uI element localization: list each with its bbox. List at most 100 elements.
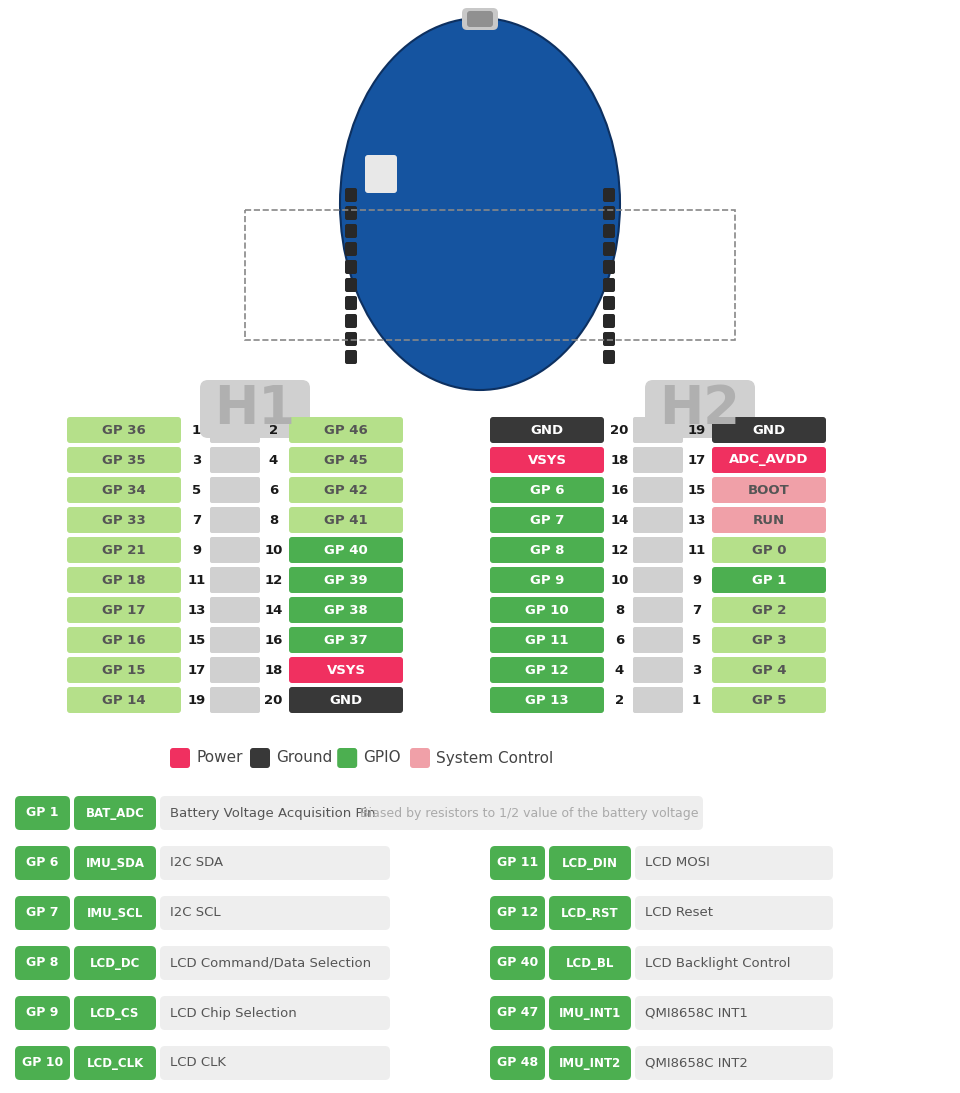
Text: GP 2: GP 2	[752, 603, 786, 616]
FancyBboxPatch shape	[210, 687, 260, 713]
FancyBboxPatch shape	[289, 687, 403, 713]
FancyBboxPatch shape	[345, 188, 357, 202]
FancyBboxPatch shape	[633, 477, 683, 503]
Text: 1: 1	[192, 423, 201, 436]
Text: GND: GND	[531, 423, 564, 436]
FancyBboxPatch shape	[633, 447, 683, 473]
FancyBboxPatch shape	[549, 896, 631, 930]
Text: GP 47: GP 47	[497, 1007, 539, 1020]
FancyBboxPatch shape	[603, 188, 615, 202]
Text: 19: 19	[687, 423, 706, 436]
FancyBboxPatch shape	[210, 418, 260, 443]
Text: GP 12: GP 12	[497, 906, 539, 919]
FancyBboxPatch shape	[490, 687, 604, 713]
Text: 12: 12	[611, 543, 629, 556]
Text: GP 0: GP 0	[752, 543, 786, 556]
FancyBboxPatch shape	[603, 332, 615, 346]
Text: 6: 6	[614, 634, 624, 646]
FancyBboxPatch shape	[712, 687, 826, 713]
Text: 20: 20	[611, 423, 629, 436]
Text: LCD_BL: LCD_BL	[565, 956, 614, 969]
Text: ADC_AVDD: ADC_AVDD	[730, 454, 808, 467]
Text: GP 39: GP 39	[324, 574, 368, 587]
FancyBboxPatch shape	[200, 380, 310, 438]
Text: GP 8: GP 8	[530, 543, 564, 556]
FancyBboxPatch shape	[289, 447, 403, 473]
Text: GP 34: GP 34	[102, 483, 146, 496]
FancyBboxPatch shape	[549, 947, 631, 980]
FancyBboxPatch shape	[345, 260, 357, 274]
Text: GP 46: GP 46	[324, 423, 368, 436]
Text: GP 36: GP 36	[102, 423, 146, 436]
Text: 19: 19	[187, 693, 205, 706]
FancyBboxPatch shape	[170, 748, 190, 768]
FancyBboxPatch shape	[549, 846, 631, 880]
FancyBboxPatch shape	[210, 507, 260, 533]
Text: GP 18: GP 18	[102, 574, 146, 587]
FancyBboxPatch shape	[67, 657, 181, 683]
FancyBboxPatch shape	[289, 537, 403, 563]
Text: GP 4: GP 4	[752, 663, 786, 677]
FancyBboxPatch shape	[67, 567, 181, 593]
FancyBboxPatch shape	[712, 657, 826, 683]
Text: 2: 2	[615, 693, 624, 706]
FancyBboxPatch shape	[490, 567, 604, 593]
Text: QMI8658C INT1: QMI8658C INT1	[645, 1007, 748, 1020]
Text: 18: 18	[611, 454, 629, 467]
Text: IMU_SCL: IMU_SCL	[86, 906, 143, 919]
Text: GP 5: GP 5	[752, 693, 786, 706]
Text: 14: 14	[611, 514, 629, 527]
Text: 5: 5	[192, 483, 201, 496]
FancyBboxPatch shape	[210, 477, 260, 503]
FancyBboxPatch shape	[210, 657, 260, 683]
Text: IMU_INT1: IMU_INT1	[559, 1007, 621, 1020]
Text: GP 21: GP 21	[103, 543, 146, 556]
Text: BOOT: BOOT	[748, 483, 790, 496]
FancyBboxPatch shape	[67, 507, 181, 533]
FancyBboxPatch shape	[160, 896, 390, 930]
FancyBboxPatch shape	[289, 418, 403, 443]
FancyBboxPatch shape	[712, 567, 826, 593]
FancyBboxPatch shape	[603, 314, 615, 328]
FancyBboxPatch shape	[712, 418, 826, 443]
Text: 9: 9	[692, 574, 701, 587]
FancyBboxPatch shape	[210, 537, 260, 563]
Text: GP 14: GP 14	[102, 693, 146, 706]
FancyBboxPatch shape	[603, 296, 615, 310]
Text: 13: 13	[187, 603, 205, 616]
FancyBboxPatch shape	[635, 996, 833, 1030]
FancyBboxPatch shape	[210, 597, 260, 623]
Text: 11: 11	[687, 543, 706, 556]
Text: LCD Command/Data Selection: LCD Command/Data Selection	[170, 956, 372, 969]
Text: 18: 18	[264, 663, 282, 677]
Text: 14: 14	[264, 603, 282, 616]
FancyBboxPatch shape	[645, 380, 755, 438]
FancyBboxPatch shape	[289, 477, 403, 503]
FancyBboxPatch shape	[410, 748, 430, 768]
FancyBboxPatch shape	[74, 996, 156, 1030]
FancyBboxPatch shape	[345, 242, 357, 256]
Text: LCD Reset: LCD Reset	[645, 906, 713, 919]
FancyBboxPatch shape	[74, 1046, 156, 1080]
Text: GP 7: GP 7	[26, 906, 59, 919]
Text: I2C SCL: I2C SCL	[170, 906, 221, 919]
FancyBboxPatch shape	[74, 796, 156, 830]
FancyBboxPatch shape	[633, 537, 683, 563]
Text: 3: 3	[692, 663, 701, 677]
Ellipse shape	[340, 17, 620, 390]
FancyBboxPatch shape	[67, 687, 181, 713]
FancyBboxPatch shape	[490, 627, 604, 653]
FancyBboxPatch shape	[490, 657, 604, 683]
Text: GP 1: GP 1	[752, 574, 786, 587]
Text: Ground: Ground	[276, 751, 332, 765]
FancyBboxPatch shape	[160, 846, 390, 880]
Text: 1: 1	[692, 693, 701, 706]
FancyBboxPatch shape	[635, 1046, 833, 1080]
Text: GP 41: GP 41	[324, 514, 368, 527]
Text: 11: 11	[187, 574, 205, 587]
FancyBboxPatch shape	[345, 314, 357, 328]
Text: 8: 8	[269, 514, 278, 527]
Text: GP 45: GP 45	[324, 454, 368, 467]
Text: 12: 12	[264, 574, 282, 587]
Text: 15: 15	[187, 634, 205, 646]
